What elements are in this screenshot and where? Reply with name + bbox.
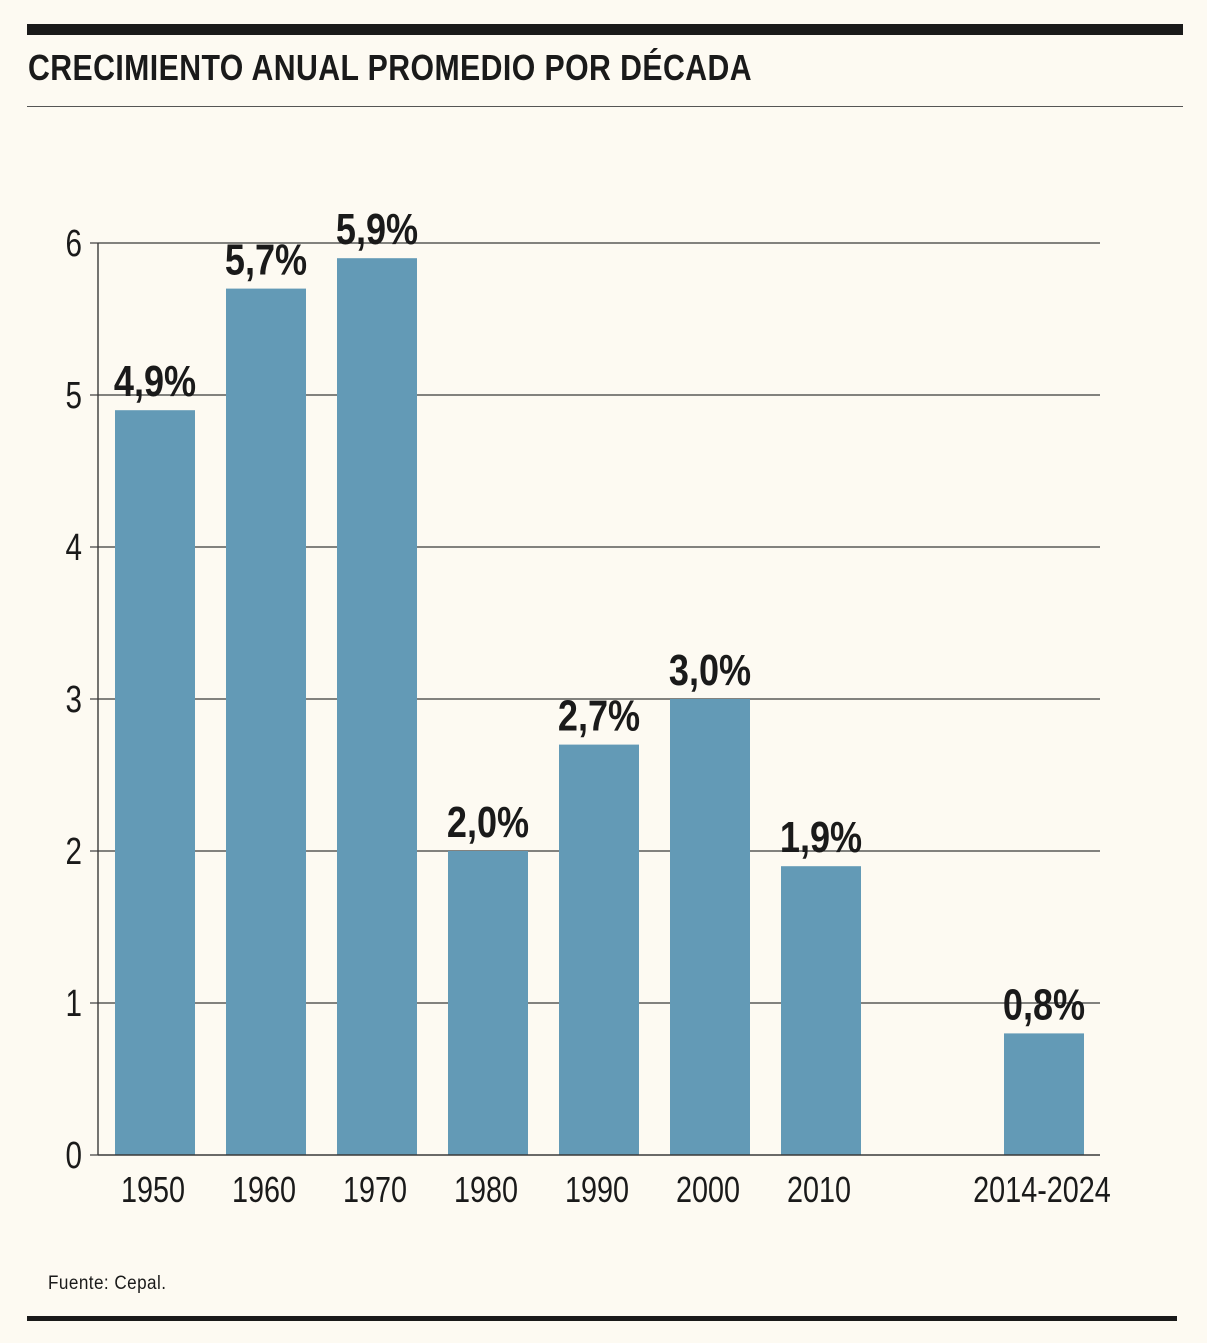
title-rule (27, 106, 1183, 107)
bar-value-label: 0,8% (1003, 980, 1085, 1029)
y-tick-label: 4 (66, 527, 82, 569)
y-tick-label: 2 (66, 831, 82, 873)
bar (781, 866, 861, 1155)
x-category-label: 1950 (121, 1169, 185, 1210)
bar (115, 410, 195, 1155)
bar (226, 288, 306, 1156)
bar-value-label: 1,9% (780, 813, 862, 862)
bottom-rule (27, 1316, 1177, 1321)
bar (337, 258, 417, 1155)
x-category-label: 1980 (454, 1169, 518, 1210)
bar (559, 744, 639, 1155)
chart-title: CRECIMIENTO ANUAL PROMEDIO POR DÉCADA (28, 47, 752, 88)
x-category-label: 1970 (343, 1169, 407, 1210)
x-category-label: 1990 (565, 1169, 629, 1210)
bar-value-label: 2,0% (447, 798, 529, 847)
x-category-label: 1960 (232, 1169, 296, 1210)
x-category-label: 2010 (787, 1169, 851, 1210)
bar-value-label: 2,7% (558, 691, 640, 740)
x-category-label: 2000 (676, 1169, 740, 1210)
y-tick-label: 3 (66, 679, 82, 721)
top-rule (27, 24, 1183, 35)
x-category-label: 2014-2024 (973, 1169, 1111, 1210)
bar-value-label: 5,7% (225, 235, 307, 284)
bar (1004, 1033, 1084, 1155)
bar (670, 699, 750, 1155)
bar (448, 851, 528, 1155)
bar-value-label: 5,9% (336, 205, 418, 254)
y-tick-label: 6 (66, 223, 82, 265)
y-tick-label: 5 (66, 375, 82, 417)
y-tick-label: 1 (66, 983, 82, 1025)
y-tick-label: 0 (66, 1135, 82, 1177)
bar-value-label: 4,9% (114, 357, 196, 406)
source-note: Fuente: Cepal. (48, 1273, 167, 1294)
bar-value-label: 3,0% (669, 646, 751, 695)
